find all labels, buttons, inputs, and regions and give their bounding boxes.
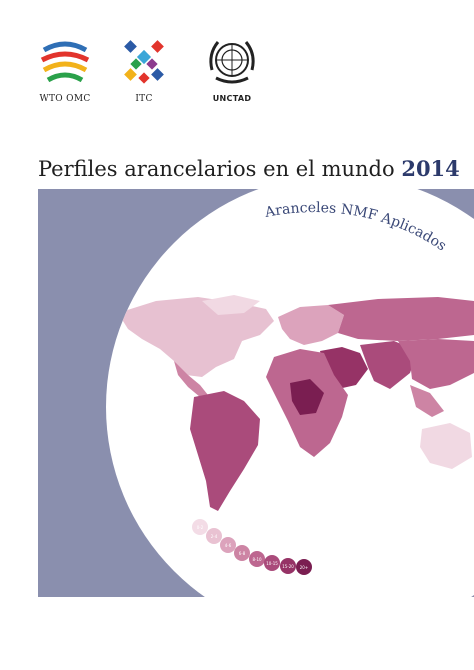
russia	[328, 297, 474, 341]
wto-emblem-icon	[40, 41, 90, 83]
legend-label-2: 4-6	[225, 543, 232, 548]
itc-logo: ITC	[116, 36, 172, 104]
legend: 0-2 2-4 4-6 6-8 8-10 10-15 15-20 20+	[192, 519, 312, 575]
legend-item-5: 10-15	[264, 555, 280, 571]
central-africa	[290, 379, 324, 415]
legend-item-2: 4-6	[220, 537, 236, 553]
itc-label: ITC	[135, 94, 153, 104]
legend-item-3: 6-8	[234, 545, 250, 561]
un-emblem-icon	[209, 41, 255, 84]
south-america	[190, 391, 260, 511]
continents	[118, 295, 474, 511]
legend-label-4: 8-10	[252, 557, 262, 562]
legend-label-7: 20+	[300, 565, 308, 570]
central-america	[174, 361, 208, 397]
legend-item-4: 8-10	[249, 551, 265, 567]
legend-item-7: 20+	[296, 559, 312, 575]
cover-panel: Aranceles NMF Aplicados	[38, 189, 474, 597]
title-text: Perfiles arancelarios en el mundo	[38, 157, 395, 181]
legend-label-0: 0-2	[197, 525, 204, 530]
legend-label-1: 2-4	[211, 534, 218, 539]
australia	[420, 423, 472, 469]
legend-item-0: 0-2	[192, 519, 208, 535]
greenland	[202, 295, 260, 315]
europe	[278, 305, 344, 345]
wto-label: WTO OMC	[39, 94, 91, 104]
south-asia	[360, 341, 418, 389]
unctad-label: UNCTAD	[212, 94, 252, 103]
itc-emblem-icon	[124, 40, 164, 84]
legend-label-3: 6-8	[239, 551, 246, 556]
southeast-asia	[410, 385, 444, 417]
east-asia	[398, 339, 474, 389]
title-year: 2014	[401, 156, 460, 181]
unctad-logo: UNCTAD	[200, 36, 264, 103]
wto-logo: WTO OMC	[34, 36, 96, 104]
world-map: Aranceles NMF Aplicados	[106, 189, 474, 597]
legend-item-6: 15-20	[280, 558, 296, 574]
north-america	[118, 297, 274, 377]
legend-item-1: 2-4	[206, 528, 222, 544]
legend-label-5: 10-15	[266, 561, 278, 566]
page-title: Perfiles arancelarios en el mundo 2014	[38, 156, 460, 181]
logo-bar: WTO OMC ITC UNCTAD	[0, 36, 474, 116]
legend-label-6: 15-20	[282, 564, 294, 569]
